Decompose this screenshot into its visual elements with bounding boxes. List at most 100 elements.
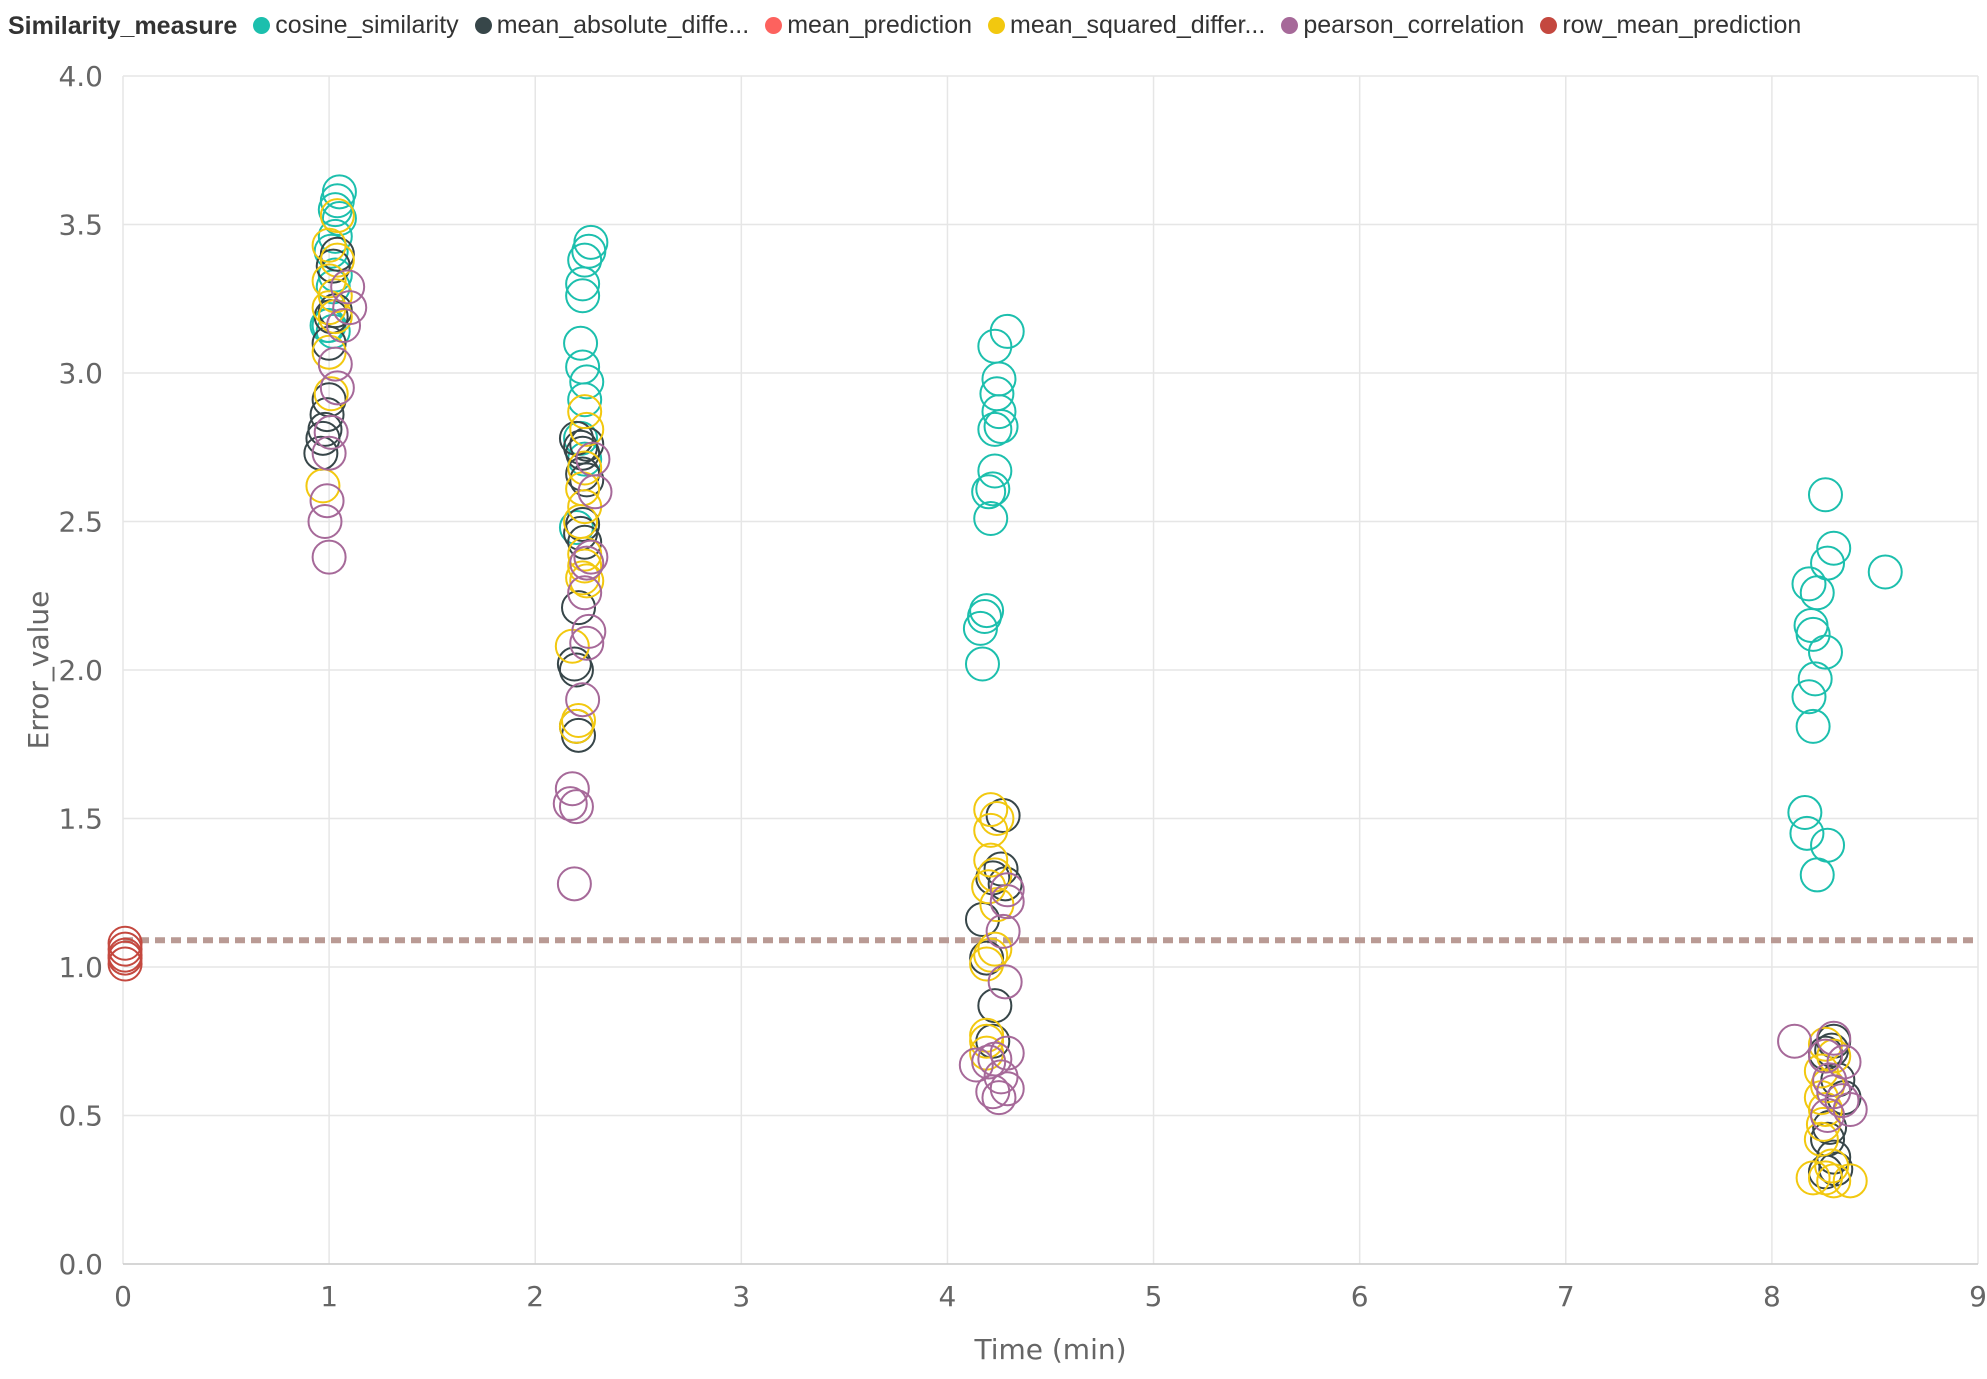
data-point[interactable] [1867, 554, 1903, 590]
data-point[interactable] [326, 307, 362, 343]
data-point[interactable] [1799, 857, 1835, 893]
data-point[interactable] [964, 646, 1000, 682]
data-point[interactable] [983, 408, 1019, 444]
data-point[interactable] [1807, 477, 1843, 513]
data-point[interactable] [1816, 1038, 1852, 1074]
data-point[interactable] [558, 789, 594, 825]
data-point[interactable] [969, 946, 1005, 982]
data-point[interactable] [319, 370, 355, 406]
data-point[interactable] [569, 364, 605, 400]
data-point[interactable] [962, 610, 998, 646]
data-point[interactable] [981, 361, 1017, 397]
data-point[interactable] [567, 394, 603, 430]
data-point[interactable] [1816, 1020, 1852, 1056]
data-point[interactable] [1795, 616, 1831, 652]
data-point[interactable] [989, 1035, 1025, 1071]
data-point[interactable] [1832, 1092, 1868, 1128]
data-point[interactable] [989, 884, 1025, 920]
data-point[interactable] [569, 625, 605, 661]
data-point[interactable] [563, 325, 599, 361]
data-point[interactable] [307, 504, 343, 539]
data-point[interactable] [1787, 795, 1823, 831]
data-point[interactable] [981, 394, 1017, 430]
data-point[interactable] [971, 474, 1007, 510]
data-point[interactable] [561, 702, 597, 738]
data-point[interactable] [1799, 575, 1835, 611]
data-point[interactable] [573, 539, 609, 575]
data-point[interactable] [107, 925, 143, 961]
data-point[interactable] [319, 242, 355, 278]
legend-item-cosine-similarity[interactable]: cosine_similarity [253, 11, 459, 40]
data-point[interactable] [977, 453, 1013, 489]
data-point[interactable] [309, 397, 345, 433]
legend-item-row-mean-prediction[interactable]: row_mean_prediction [1540, 11, 1801, 40]
data-point[interactable] [565, 682, 601, 718]
data-point[interactable] [311, 435, 347, 471]
data-point[interactable] [973, 937, 1009, 973]
data-point[interactable] [1807, 1038, 1843, 1074]
data-point[interactable] [975, 1074, 1011, 1110]
data-point[interactable] [971, 869, 1007, 905]
data-point[interactable] [332, 290, 368, 326]
data-point[interactable] [556, 866, 592, 902]
data-point[interactable] [1807, 1026, 1843, 1062]
data-point[interactable] [565, 266, 601, 302]
data-point[interactable] [567, 242, 603, 278]
data-point[interactable] [1795, 1160, 1831, 1196]
data-point[interactable] [979, 376, 1015, 412]
data-point[interactable] [985, 913, 1021, 949]
data-point[interactable] [571, 613, 607, 649]
data-point[interactable] [565, 560, 601, 596]
data-point[interactable] [969, 940, 1005, 976]
data-point[interactable] [973, 812, 1009, 848]
data-point[interactable] [973, 792, 1009, 828]
data-point[interactable] [313, 376, 349, 412]
data-point[interactable] [1816, 530, 1852, 566]
data-point[interactable] [975, 471, 1011, 507]
data-point[interactable] [981, 1080, 1017, 1116]
data-point[interactable] [315, 248, 351, 284]
data-point[interactable] [1810, 1098, 1846, 1133]
data-point[interactable] [313, 414, 349, 450]
data-point[interactable] [987, 964, 1023, 1000]
data-point[interactable] [567, 524, 603, 560]
data-point[interactable] [309, 483, 345, 519]
data-point[interactable] [973, 842, 1009, 878]
data-point[interactable] [1816, 1074, 1852, 1110]
data-point[interactable] [1807, 634, 1843, 670]
data-point[interactable] [330, 269, 366, 305]
data-point[interactable] [1803, 1121, 1839, 1157]
data-point[interactable] [569, 411, 605, 447]
data-point[interactable] [973, 501, 1009, 537]
data-point[interactable] [554, 771, 590, 807]
data-point[interactable] [1816, 1163, 1852, 1199]
data-point[interactable] [107, 931, 143, 967]
legend-item-mean-squared-difference[interactable]: mean_squared_differ... [988, 11, 1265, 40]
data-point[interactable] [305, 420, 341, 456]
data-point[interactable] [1791, 566, 1827, 602]
data-point[interactable] [303, 435, 339, 471]
data-point[interactable] [565, 435, 601, 471]
data-point[interactable] [969, 1023, 1005, 1059]
data-point[interactable] [565, 278, 601, 314]
data-point[interactable] [567, 450, 603, 486]
data-point[interactable] [1795, 708, 1831, 744]
legend-item-mean-prediction[interactable]: mean_prediction [765, 11, 972, 40]
data-point[interactable] [1805, 1106, 1841, 1142]
data-point[interactable] [558, 652, 594, 688]
data-point[interactable] [975, 1023, 1011, 1059]
data-point[interactable] [1803, 1053, 1839, 1089]
data-point[interactable] [971, 1044, 1007, 1080]
data-point[interactable] [311, 539, 347, 575]
data-point[interactable] [567, 575, 603, 611]
data-point[interactable] [556, 646, 592, 682]
data-point[interactable] [1832, 1163, 1868, 1199]
data-point[interactable] [317, 346, 353, 382]
data-point[interactable] [107, 940, 143, 976]
data-point[interactable] [1797, 661, 1833, 697]
data-point[interactable] [567, 548, 603, 584]
data-point[interactable] [311, 263, 347, 299]
data-point[interactable] [569, 563, 605, 599]
data-point[interactable] [977, 328, 1013, 364]
legend-item-mean-absolute-difference[interactable]: mean_absolute_diffe... [474, 11, 749, 40]
